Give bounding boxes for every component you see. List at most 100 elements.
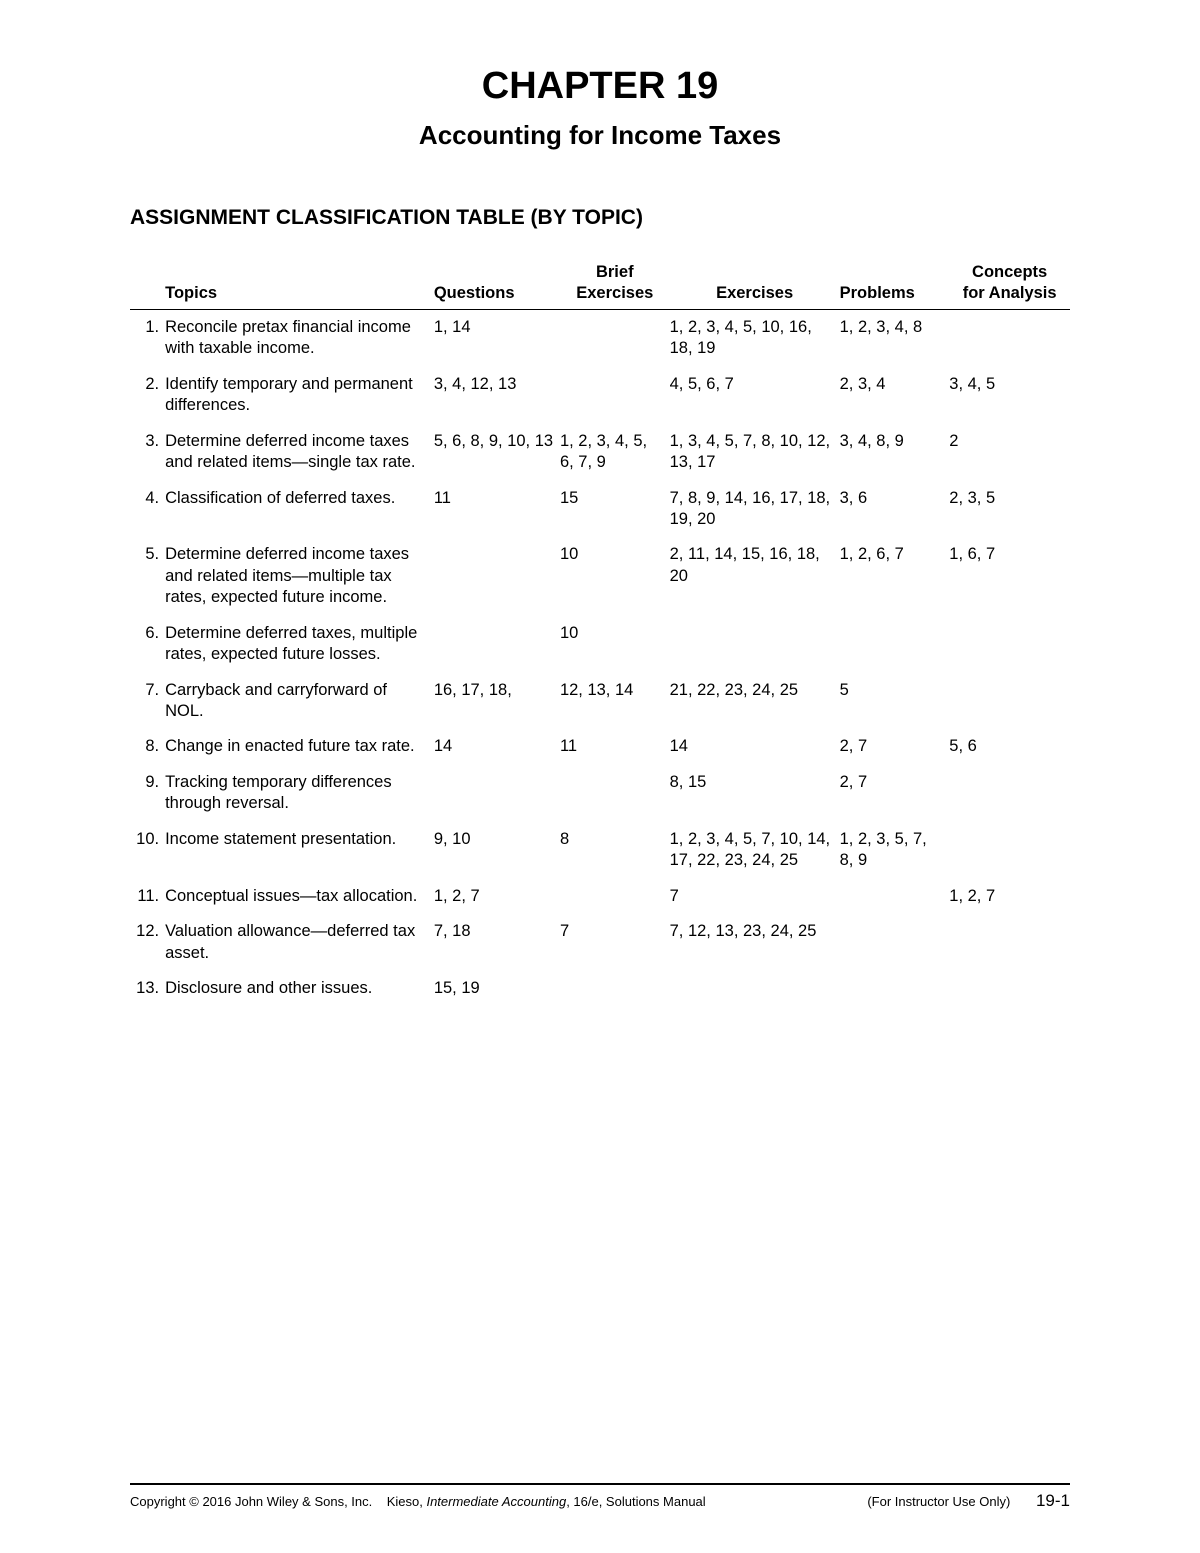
- row-brief-exercises: 10: [560, 537, 670, 615]
- row-exercises: 4, 5, 6, 7: [670, 367, 840, 424]
- header-exercises: Exercises: [670, 262, 840, 309]
- row-number: 7.: [130, 673, 165, 730]
- row-topic: Classification of deferred taxes.: [165, 481, 434, 538]
- row-questions: 9, 10: [434, 822, 560, 879]
- row-topic: Determine deferred taxes, multiple rates…: [165, 616, 434, 673]
- row-problems: 1, 2, 6, 7: [840, 537, 950, 615]
- row-problems: 2, 7: [840, 765, 950, 822]
- row-exercises: 8, 15: [670, 765, 840, 822]
- row-concepts-analysis: [949, 309, 1070, 366]
- row-questions: [434, 537, 560, 615]
- row-questions: 11: [434, 481, 560, 538]
- table-row: 11.Conceptual issues—tax allocation. 1, 2…: [130, 879, 1070, 914]
- row-exercises: 7, 8, 9, 14, 16, 17, 18, 19, 20: [670, 481, 840, 538]
- row-exercises: 1, 3, 4, 5, 7, 8, 10, 12, 13, 17: [670, 424, 840, 481]
- row-concepts-analysis: 3, 4, 5: [949, 367, 1070, 424]
- row-number: 2.: [130, 367, 165, 424]
- row-concepts-analysis: [949, 765, 1070, 822]
- row-number: 5.: [130, 537, 165, 615]
- row-exercises: 1, 2, 3, 4, 5, 7, 10, 14, 17, 22, 23, 24…: [670, 822, 840, 879]
- row-brief-exercises: 7: [560, 914, 670, 971]
- row-brief-exercises: [560, 879, 670, 914]
- row-topic: Tracking temporary differences through r…: [165, 765, 434, 822]
- row-number: 13.: [130, 971, 165, 1006]
- classification-table: Topics Questions Brief Exercises Exercis…: [130, 262, 1070, 1006]
- row-number: 1.: [130, 309, 165, 366]
- row-topic: Reconcile pretax financial income with t…: [165, 309, 434, 366]
- row-topic: Income statement presentation.: [165, 822, 434, 879]
- row-problems: [840, 971, 950, 1006]
- row-number: 9.: [130, 765, 165, 822]
- page-number: 19-1: [1036, 1491, 1070, 1510]
- header-topics: Topics: [165, 262, 434, 309]
- row-concepts-analysis: 2, 3, 5: [949, 481, 1070, 538]
- row-brief-exercises: 12, 13, 14: [560, 673, 670, 730]
- row-topic: Carryback and carryforward of NOL.: [165, 673, 434, 730]
- footer-copyright: Copyright © 2016 John Wiley & Sons, Inc.…: [130, 1494, 706, 1509]
- row-questions: 1, 14: [434, 309, 560, 366]
- row-problems: [840, 879, 950, 914]
- row-exercises: 21, 22, 23, 24, 25: [670, 673, 840, 730]
- row-exercises: 2, 11, 14, 15, 16, 18, 20: [670, 537, 840, 615]
- row-problems: 3, 4, 8, 9: [840, 424, 950, 481]
- row-brief-exercises: [560, 765, 670, 822]
- row-topic: Determine deferred income taxes and rela…: [165, 424, 434, 481]
- header-concepts-analysis: Concepts for Analysis: [949, 262, 1070, 309]
- row-concepts-analysis: 1, 6, 7: [949, 537, 1070, 615]
- row-topic: Identify temporary and permanent differe…: [165, 367, 434, 424]
- row-questions: [434, 616, 560, 673]
- row-topic: Change in enacted future tax rate.: [165, 729, 434, 764]
- row-questions: 16, 17, 18,: [434, 673, 560, 730]
- row-concepts-analysis: 5, 6: [949, 729, 1070, 764]
- row-questions: 14: [434, 729, 560, 764]
- row-number: 3.: [130, 424, 165, 481]
- row-concepts-analysis: 1, 2, 7: [949, 879, 1070, 914]
- table-row: 3.Determine deferred income taxes and re…: [130, 424, 1070, 481]
- table-row: 9.Tracking temporary differences through…: [130, 765, 1070, 822]
- table-row: 10.Income statement presentation.9, 1081…: [130, 822, 1070, 879]
- row-problems: [840, 914, 950, 971]
- row-topic: Determine deferred income taxes and rela…: [165, 537, 434, 615]
- row-concepts-analysis: [949, 616, 1070, 673]
- table-row: 1.Reconcile pretax financial income with…: [130, 309, 1070, 366]
- header-brief-exercises: Brief Exercises: [560, 262, 670, 309]
- row-brief-exercises: 10: [560, 616, 670, 673]
- row-questions: 7, 18: [434, 914, 560, 971]
- row-concepts-analysis: [949, 822, 1070, 879]
- row-problems: 5: [840, 673, 950, 730]
- chapter-title: CHAPTER 19: [130, 65, 1070, 108]
- row-brief-exercises: [560, 309, 670, 366]
- row-questions: 5, 6, 8, 9, 10, 13: [434, 424, 560, 481]
- row-topic: Conceptual issues—tax allocation.: [165, 879, 434, 914]
- row-number: 4.: [130, 481, 165, 538]
- section-heading: ASSIGNMENT CLASSIFICATION TABLE (BY TOPI…: [130, 206, 1070, 230]
- chapter-subtitle: Accounting for Income Taxes: [130, 120, 1070, 151]
- row-questions: 15, 19: [434, 971, 560, 1006]
- table-row: 8.Change in enacted future tax rate.1411…: [130, 729, 1070, 764]
- row-problems: 1, 2, 3, 5, 7, 8, 9: [840, 822, 950, 879]
- row-number: 10.: [130, 822, 165, 879]
- row-questions: 3, 4, 12, 13: [434, 367, 560, 424]
- row-concepts-analysis: [949, 971, 1070, 1006]
- row-brief-exercises: 15: [560, 481, 670, 538]
- row-topic: Disclosure and other issues.: [165, 971, 434, 1006]
- table-row: 12.Valuation allowance—deferred tax asse…: [130, 914, 1070, 971]
- row-number: 12.: [130, 914, 165, 971]
- row-concepts-analysis: [949, 914, 1070, 971]
- table-row: 2.Identify temporary and permanent diffe…: [130, 367, 1070, 424]
- footer-note: (For Instructor Use Only) 19-1: [867, 1491, 1070, 1511]
- row-number: 11.: [130, 879, 165, 914]
- row-brief-exercises: 8: [560, 822, 670, 879]
- row-brief-exercises: 1, 2, 3, 4, 5, 6, 7, 9: [560, 424, 670, 481]
- table-row: 4.Classification of deferred taxes.11157…: [130, 481, 1070, 538]
- row-problems: 2, 7: [840, 729, 950, 764]
- row-topic: Valuation allowance—deferred tax asset.: [165, 914, 434, 971]
- row-problems: 2, 3, 4: [840, 367, 950, 424]
- header-problems: Problems: [840, 262, 950, 309]
- row-number: 6.: [130, 616, 165, 673]
- row-brief-exercises: 11: [560, 729, 670, 764]
- row-concepts-analysis: 2: [949, 424, 1070, 481]
- table-row: 7.Carryback and carryforward of NOL.16, …: [130, 673, 1070, 730]
- row-exercises: [670, 971, 840, 1006]
- page-footer: Copyright © 2016 John Wiley & Sons, Inc.…: [130, 1483, 1070, 1511]
